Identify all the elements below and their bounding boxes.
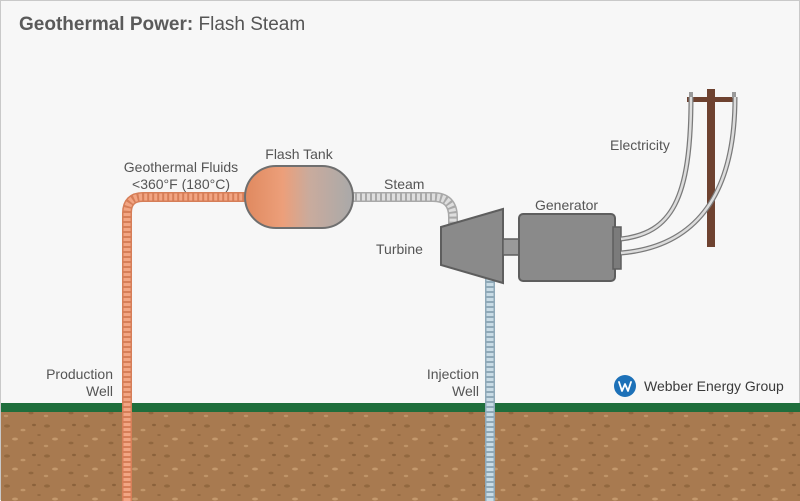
label-generator: Generator [535,197,599,213]
brand-name: Webber Energy Group [644,378,784,394]
steam-pipe [347,192,458,233]
brand: Webber Energy Group [614,375,784,397]
generator [518,213,616,282]
label-electricity: Electricity [610,137,670,153]
label-steam: Steam [384,176,425,192]
generator-cap [612,226,622,270]
label-injection-well: Injection Well [426,366,479,399]
grass-line [1,403,800,412]
ground [1,411,800,501]
diagram-title: Geothermal Power: Flash Steam [19,14,305,36]
utility-pole [687,89,737,247]
label-geothermal-fluids: Geothermal Fluids <360°F (180°C) [123,159,239,192]
electricity-cables [620,96,738,256]
title-rest: Flash Steam [198,14,306,35]
turbine [440,207,504,285]
title-bold: Geothermal Power: [19,14,194,35]
w-logo-icon [614,375,636,397]
flash-tank [244,165,354,229]
label-flash-tank: Flash Tank [265,146,333,162]
label-production-well: Production Well [46,366,113,399]
production-pipe [122,192,251,501]
label-turbine: Turbine [376,241,423,257]
